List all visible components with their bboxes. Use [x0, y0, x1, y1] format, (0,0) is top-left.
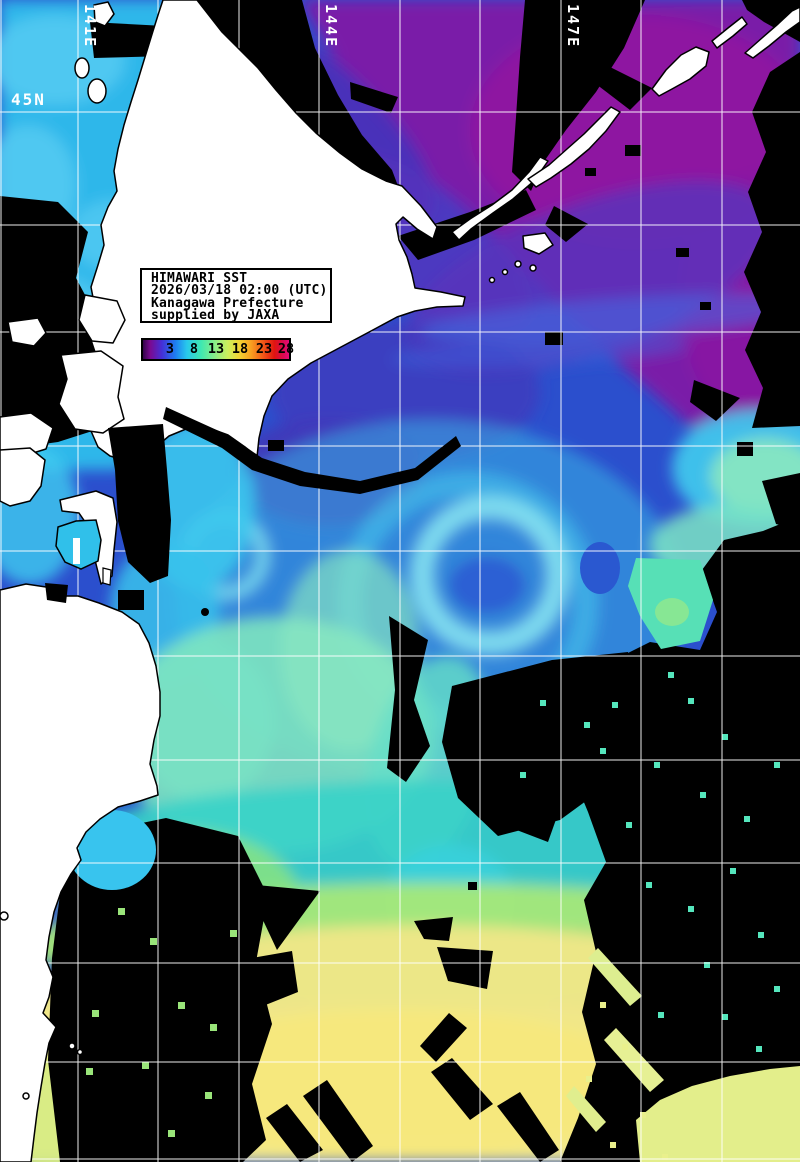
colorbar-tick: 23 — [255, 341, 273, 357]
product-legend: HIMAWARI SST 2026/03/18 02:00 (UTC) Kana… — [140, 268, 332, 323]
uruppu-island — [651, 46, 710, 97]
mutsu-bay — [55, 519, 112, 586]
north-islet — [93, 1, 115, 27]
habomai-islet — [529, 264, 537, 272]
coastal-islet — [76, 1048, 84, 1056]
coastal-islet — [22, 1092, 30, 1100]
etorofu-island — [527, 106, 621, 188]
meridian-lines — [0, 0, 723, 1162]
oshima-land-patch — [78, 294, 126, 344]
rebun-island — [74, 57, 90, 79]
longitude-label-147e: 147E — [564, 4, 582, 49]
honshu — [0, 583, 161, 1162]
sst-colorbar-gradient — [143, 340, 289, 359]
kuril-islet — [744, 6, 800, 59]
colorbar-tick: 3 — [165, 341, 175, 357]
yellow-cloud-specks — [586, 1002, 668, 1160]
rishiri-island — [87, 78, 107, 104]
latitude-label-45n: 45N — [11, 90, 46, 109]
colorbar-tick: 28 — [277, 341, 295, 357]
product-title: HIMAWARI SST — [151, 271, 248, 286]
matsumae-land-patch — [0, 447, 46, 507]
parallel-lines — [0, 111, 800, 1160]
sea-through-clouds — [68, 542, 800, 1162]
colorbar-tick: 8 — [189, 341, 199, 357]
coastal-islet — [0, 911, 9, 921]
habomai-islet — [501, 268, 509, 276]
kuril-islet — [711, 16, 748, 49]
okushiri-island — [7, 317, 47, 347]
coastal-islet — [68, 1042, 76, 1050]
lake-dot — [201, 608, 209, 616]
coastal-cloud-mask — [45, 407, 461, 616]
product-owner: Kanagawa Prefecture — [151, 295, 304, 311]
habomai-islet — [514, 260, 522, 268]
longitude-label-141e: 141E — [81, 4, 99, 49]
product-credit: supplied by JAXA — [151, 308, 280, 324]
green-cloud-specks — [86, 908, 237, 1137]
teal-cloud-specks — [520, 672, 780, 1052]
shikotan-island — [522, 232, 554, 255]
sst-colorbar: 3 8 13 18 23 28 — [141, 338, 295, 361]
colorbar-tick: 13 — [207, 341, 225, 357]
habomai-islet — [488, 276, 496, 284]
oshima-land-patch — [0, 412, 54, 458]
oshima-land-patch — [58, 350, 125, 434]
longitude-label-144e: 144E — [322, 4, 340, 49]
colorbar-tick: 18 — [231, 341, 249, 357]
kunashiri-island — [451, 156, 549, 241]
product-datetime: 2026/03/18 02:00 (UTC) — [151, 283, 328, 299]
